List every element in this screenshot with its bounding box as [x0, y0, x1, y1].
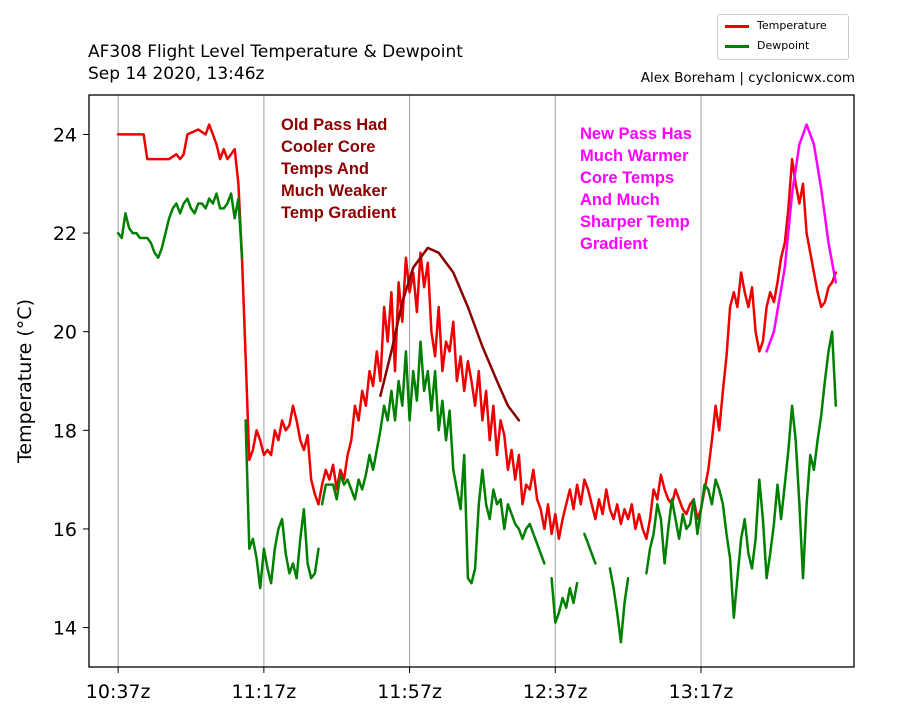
x-tick-label: 10:37z [86, 681, 151, 703]
dewpoint-line [244, 419, 320, 590]
y-tick-label: 22 [53, 223, 77, 245]
gridlines [117, 95, 702, 667]
x-tick-label: 11:17z [231, 681, 296, 703]
new-pass-fit-curve [765, 123, 838, 353]
old-pass-fit-curve [379, 246, 521, 422]
axis-ticks: 10:37z 11:17z 11:57z 12:37z 13:17z 14 16 18 20 22… [53, 124, 734, 703]
y-tick-label: 18 [53, 420, 77, 442]
dewpoint-line [550, 576, 579, 624]
dewpoint-line [116, 192, 244, 259]
annotation-old-pass: Old Pass Had Cooler Core Temps And Much … [281, 116, 397, 222]
chart-subtitle: Sep 14 2020, 13:46z [88, 64, 265, 84]
legend-item-dewpoint: Dewpoint [725, 39, 809, 55]
legend-label: Temperature [757, 19, 827, 32]
temperature-line [116, 123, 838, 541]
annotation-new-pass: New Pass Has Much Warmer Core Temps And … [580, 125, 692, 253]
data-lines [116, 123, 838, 644]
y-tick-label: 16 [53, 519, 77, 541]
legend-swatch [725, 24, 749, 28]
dewpoint-line [320, 340, 546, 585]
legend-swatch [725, 44, 749, 48]
dewpoint-line [608, 567, 630, 644]
y-axis-label: Temperature (°C) [14, 299, 36, 464]
legend: Temperature Dewpoint [717, 14, 849, 60]
plot-frame [88, 94, 855, 668]
y-tick-label: 14 [53, 618, 77, 640]
dewpoint-line [645, 330, 838, 619]
y-tick-label: 24 [53, 124, 77, 146]
dewpoint-line [583, 532, 597, 565]
x-tick-label: 11:57z [377, 681, 442, 703]
chart-credit: Alex Boreham | cyclonicwx.com [640, 70, 855, 86]
y-tick-label: 20 [53, 322, 77, 344]
legend-item-temperature: Temperature [725, 19, 827, 35]
annotation-curves [379, 123, 838, 422]
legend-label: Dewpoint [757, 39, 810, 52]
x-tick-label: 12:37z [523, 681, 588, 703]
x-tick-label: 13:17z [669, 681, 734, 703]
chart-title: AF308 Flight Level Temperature & Dewpoin… [88, 42, 463, 62]
